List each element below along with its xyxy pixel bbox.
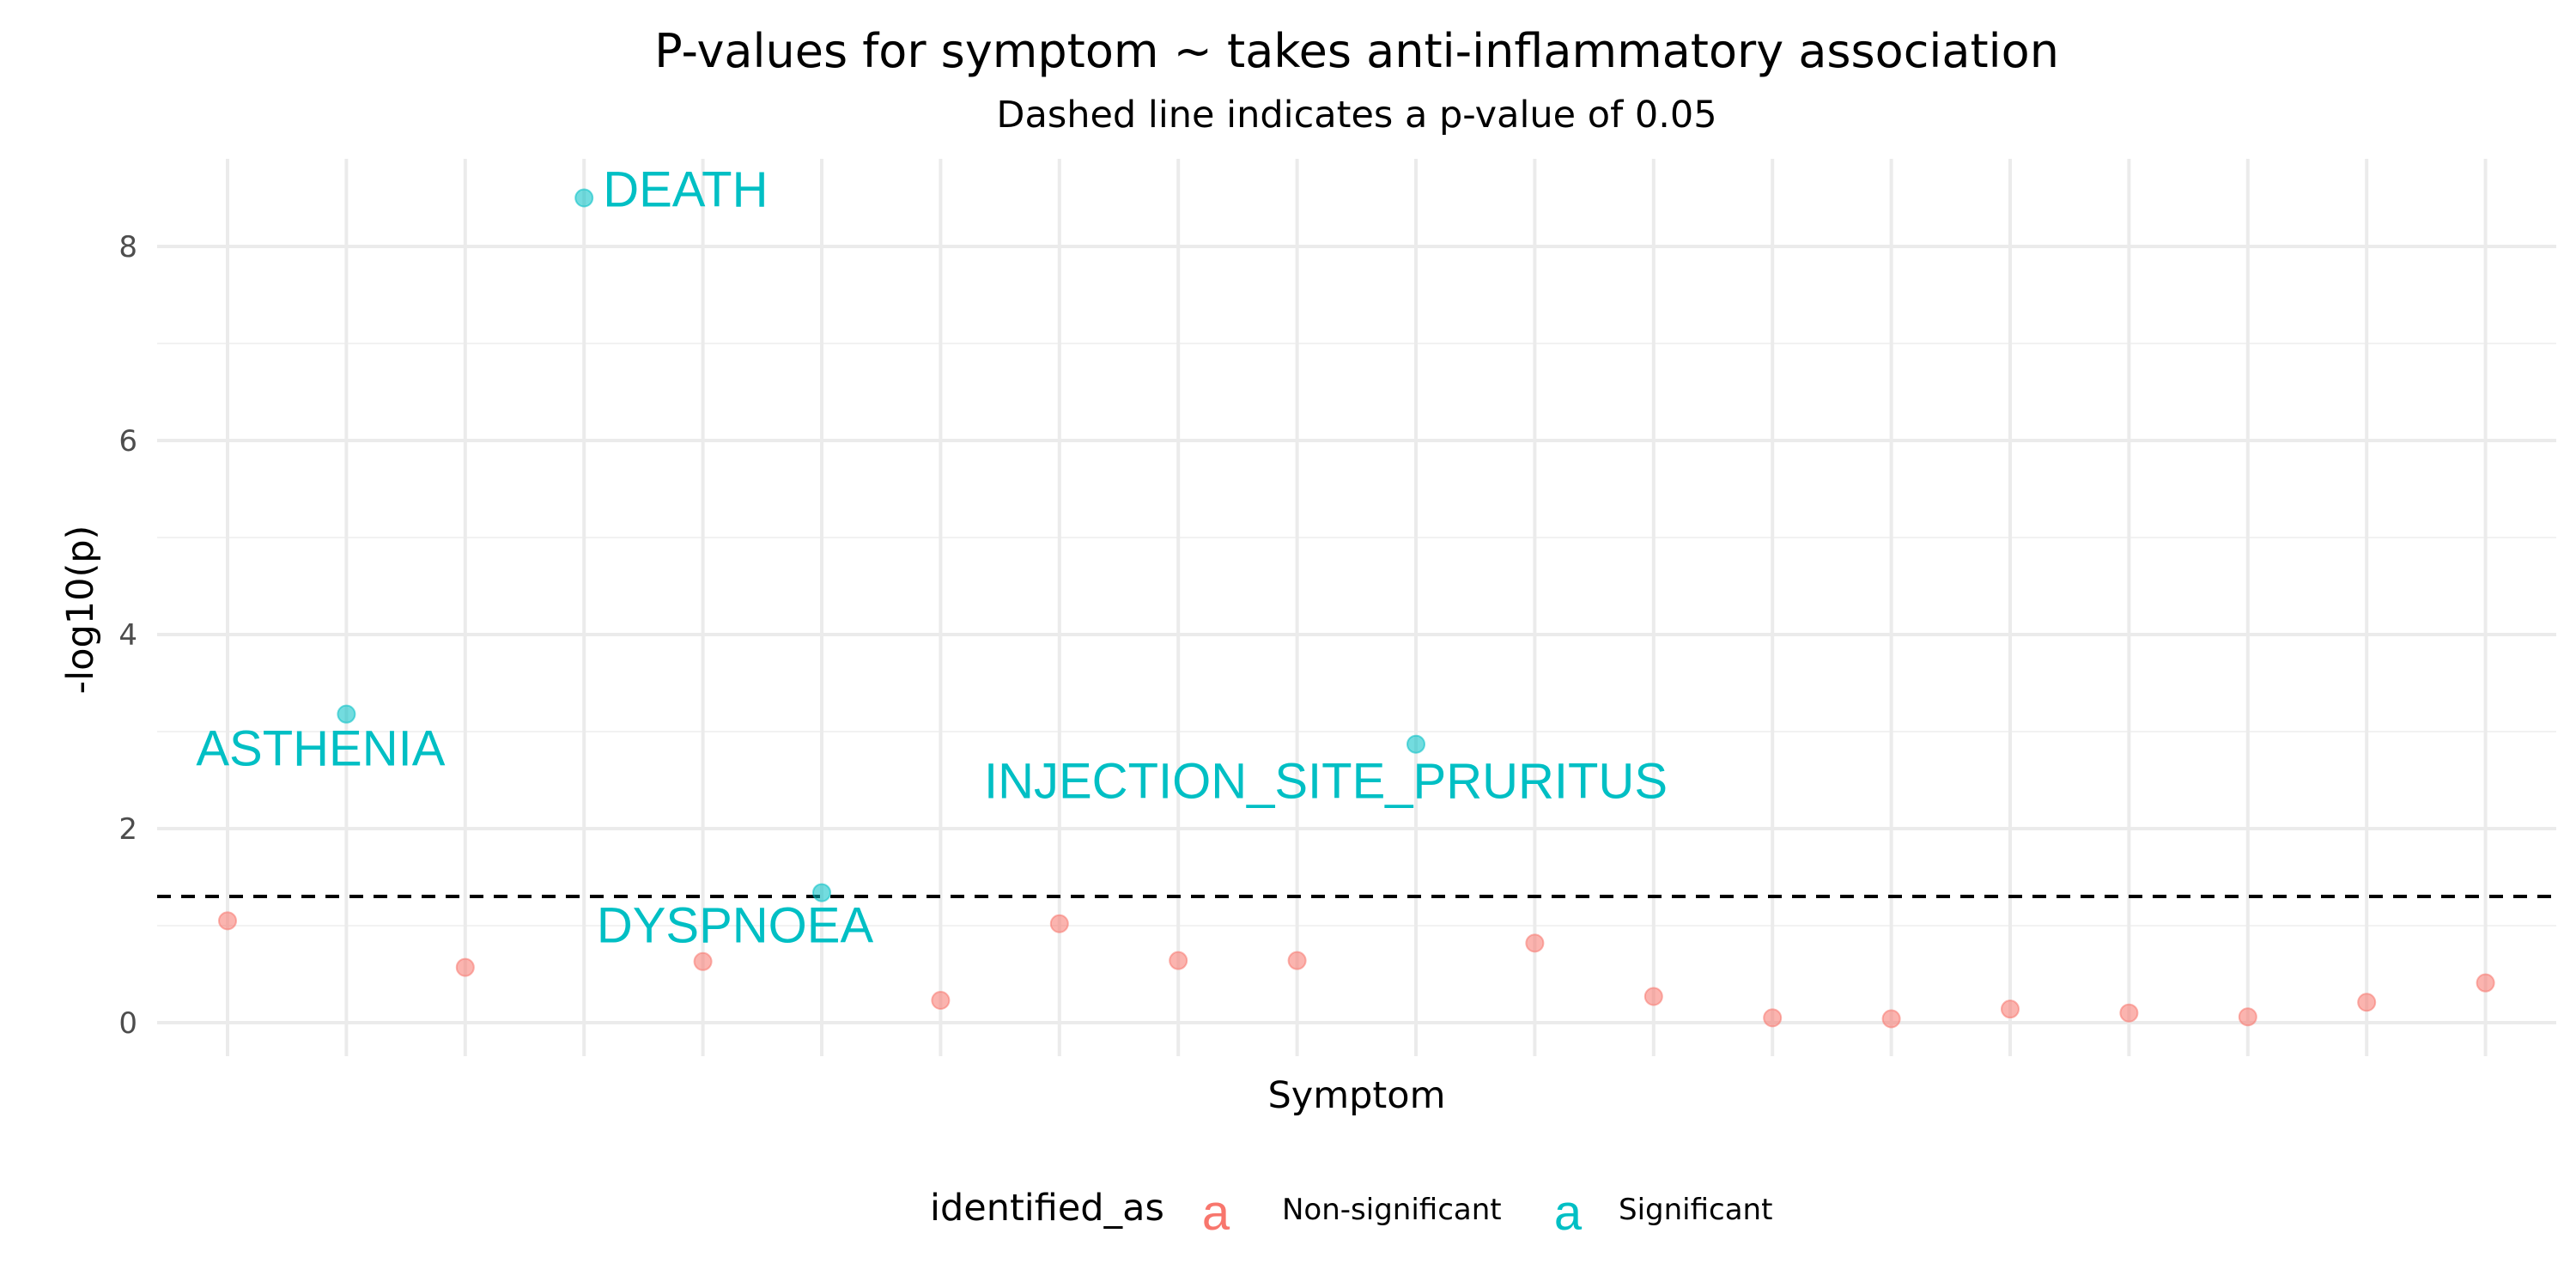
point-label-asthenia: ASTHENIA	[196, 721, 445, 777]
chart-subtitle: Dashed line indicates a p-value of 0.05	[996, 94, 1716, 137]
data-point-dyspnoea	[812, 883, 831, 902]
data-point	[2238, 1007, 2257, 1027]
data-point	[218, 911, 237, 931]
legend-key-significant: a	[1554, 1185, 1583, 1241]
data-point	[455, 957, 475, 977]
y-tick-label: 8	[118, 230, 137, 264]
data-point	[1643, 987, 1663, 1006]
legend: identified_as a Non-significant a Signif…	[930, 1185, 1772, 1241]
point-label-death: DEATH	[603, 162, 768, 218]
data-point	[2001, 999, 2020, 1019]
y-tick-label: 0	[118, 1006, 137, 1041]
legend-label-significant: Significant	[1619, 1193, 1772, 1227]
data-point	[931, 991, 951, 1011]
data-point	[1525, 933, 1545, 953]
data-point-injection-site-pruritus	[1406, 734, 1425, 754]
legend-key-non-significant: a	[1202, 1185, 1230, 1241]
data-point	[693, 951, 713, 971]
chart-title: P-values for symptom ~ takes anti-inflam…	[654, 24, 2059, 78]
point-labels: ASTHENIA DEATH DYSPNOEA INJECTION_SITE_PRUR…	[196, 162, 1668, 954]
data-point-asthenia	[337, 704, 356, 724]
x-axis-title: Symptom	[1268, 1074, 1446, 1117]
y-tick-label: 6	[118, 424, 137, 459]
y-axis-ticks: 0 2 4 6 8	[118, 230, 137, 1041]
data-point	[2476, 973, 2495, 993]
data-point	[1169, 951, 1188, 970]
data-point	[1287, 951, 1307, 970]
legend-label-non-significant: Non-significant	[1282, 1193, 1502, 1227]
data-point	[2357, 993, 2377, 1012]
data-point-death	[574, 188, 594, 208]
points	[218, 188, 2495, 1029]
legend-title: identified_as	[930, 1187, 1164, 1230]
data-point	[1049, 914, 1069, 933]
data-point	[1881, 1009, 1901, 1029]
data-point	[1763, 1008, 1783, 1028]
data-point	[2119, 1003, 2139, 1023]
y-axis-title: -log10(p)	[59, 526, 102, 695]
grid	[157, 159, 2556, 1056]
y-tick-label: 2	[118, 812, 137, 847]
y-tick-label: 4	[118, 618, 137, 653]
point-label-injection-site-pruritus: INJECTION_SITE_PRURITUS	[984, 754, 1668, 810]
point-label-dyspnoea: DYSPNOEA	[597, 898, 874, 954]
